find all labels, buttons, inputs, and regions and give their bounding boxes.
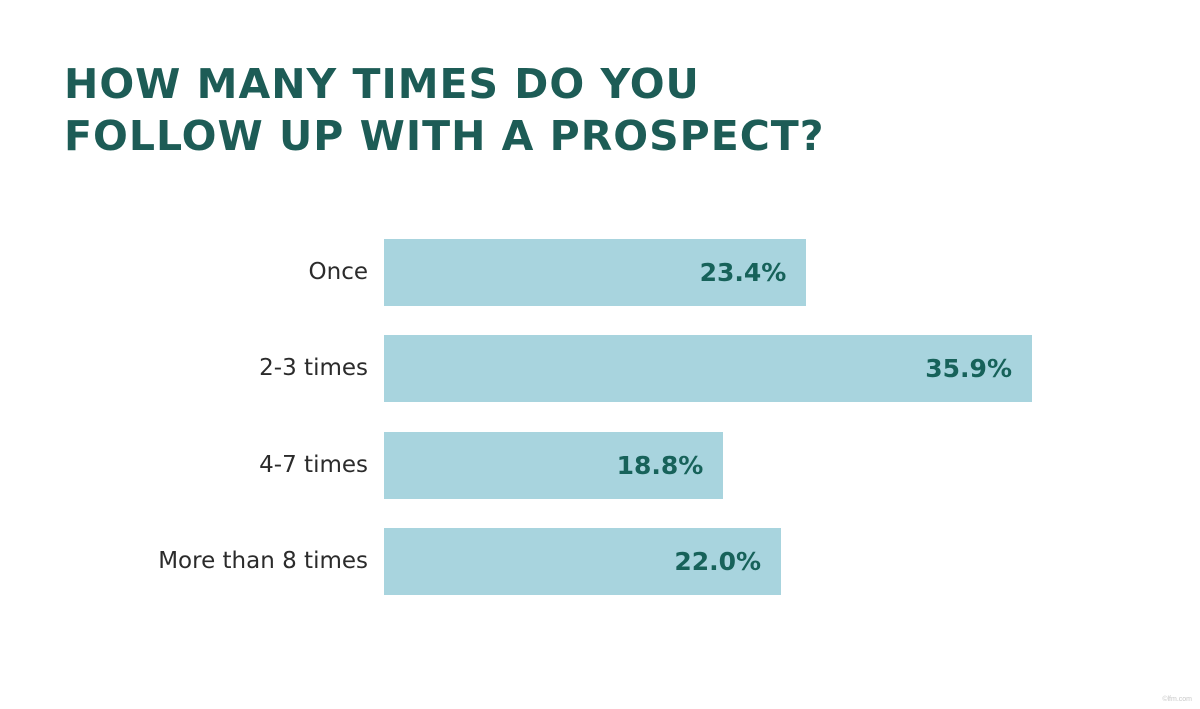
chart-title-line-1: HOW MANY TIMES DO YOU — [64, 60, 700, 108]
bar: 18.8% — [384, 432, 724, 499]
bar-row-2-3-times: 2-3 times 35.9% — [0, 335, 1200, 402]
category-label: 4-7 times — [259, 452, 368, 478]
bar: 35.9% — [384, 335, 1032, 402]
category-label: 2-3 times — [259, 355, 368, 381]
category-label: Once — [308, 259, 368, 285]
value-label: 22.0% — [674, 547, 762, 576]
bar: 22.0% — [384, 528, 782, 595]
chart-title: HOW MANY TIMES DO YOU FOLLOW UP WITH A P… — [64, 58, 825, 162]
watermark: ©lfm.com — [1162, 696, 1192, 703]
bar-row-4-7-times: 4-7 times 18.8% — [0, 432, 1200, 499]
category-label: More than 8 times — [158, 548, 368, 574]
chart-title-line-2: FOLLOW UP WITH A PROSPECT? — [64, 112, 825, 160]
value-label: 23.4% — [699, 258, 787, 287]
value-label: 18.8% — [616, 451, 704, 480]
value-label: 35.9% — [925, 354, 1012, 383]
bar-row-once: Once 23.4% — [0, 239, 1200, 306]
bar-row-more-than-8-times: More than 8 times 22.0% — [0, 528, 1200, 595]
bar: 23.4% — [384, 239, 807, 306]
